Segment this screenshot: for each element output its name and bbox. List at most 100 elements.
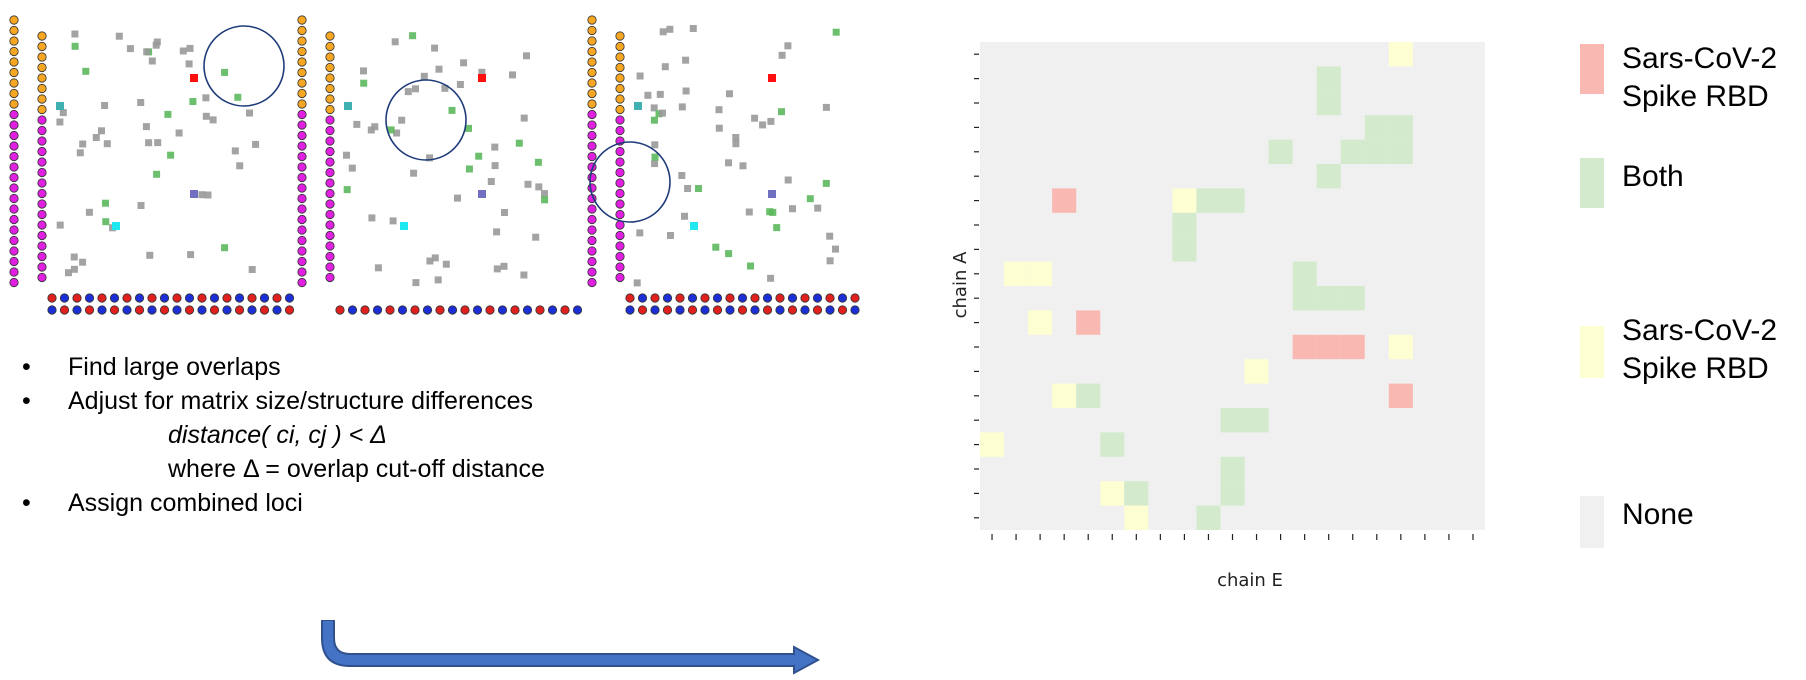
legend-label-sars2: Sars-CoV-2 Spike RBD <box>1622 312 1777 388</box>
contact-marker <box>656 90 664 98</box>
contact-marker <box>650 104 658 112</box>
locus-marker <box>184 305 195 315</box>
locus-marker <box>615 41 625 52</box>
heatmap-cell-both <box>1124 481 1149 506</box>
locus-marker <box>297 235 307 246</box>
bullet-text-adjust: Adjust for matrix size/structure differe… <box>68 387 533 415</box>
contact-marker <box>409 32 417 40</box>
heatmap-cell-both <box>1340 139 1365 164</box>
legend-label-line: Both <box>1622 160 1684 193</box>
contact-marker <box>695 185 702 192</box>
contact-marker <box>187 251 195 259</box>
locus-marker <box>297 162 307 172</box>
contact-marker <box>832 28 840 36</box>
contact-marker <box>633 279 641 287</box>
locus-marker <box>587 204 597 214</box>
contact-marker <box>532 233 540 241</box>
locus-marker <box>497 305 508 315</box>
locus-marker <box>9 267 19 277</box>
locus-marker <box>222 305 232 315</box>
contact-marker <box>822 179 830 187</box>
locus-marker <box>650 305 660 315</box>
locus-marker <box>587 214 597 225</box>
contact-marker <box>751 114 759 122</box>
heatmap-legend: Sars-CoV-2 Spike RBD Both Sars-CoV-2 Spike R… <box>1580 40 1806 560</box>
locus-marker <box>615 262 625 272</box>
contact-marker <box>747 262 754 270</box>
locus-marker <box>37 209 47 220</box>
locus-marker <box>325 115 335 125</box>
contact-marker <box>56 221 64 229</box>
legend-label-none: None <box>1622 496 1694 534</box>
contact-marker <box>435 65 443 73</box>
locus-marker <box>259 305 270 315</box>
locus-marker <box>297 151 307 162</box>
locus-marker <box>297 25 307 36</box>
locus-marker <box>297 15 307 25</box>
locus-marker <box>259 293 270 303</box>
locus-marker <box>800 293 810 303</box>
locus-marker <box>325 157 335 167</box>
locus-marker <box>297 99 307 109</box>
locus-marker <box>587 183 597 193</box>
contact-marker <box>678 172 686 179</box>
locus-marker <box>675 293 685 303</box>
locus-marker <box>297 246 307 256</box>
locus-marker <box>9 15 19 25</box>
contact-marker <box>186 44 194 52</box>
contact-marker <box>487 178 495 185</box>
highlight-circle <box>203 25 285 107</box>
contact-marker <box>70 253 78 261</box>
locus-marker <box>297 130 307 141</box>
locus-marker <box>325 230 335 241</box>
locus-marker <box>775 305 785 315</box>
contact-marker <box>103 140 111 148</box>
contact-marker <box>682 87 690 95</box>
bullet-marker: • <box>22 387 31 415</box>
locus-marker <box>297 109 307 120</box>
locus-marker <box>712 293 723 303</box>
contact-marker <box>115 32 123 40</box>
locus-marker <box>37 52 47 62</box>
contact-marker <box>523 52 530 60</box>
contact-marker <box>726 90 733 98</box>
locus-marker <box>284 293 295 303</box>
contact-marker <box>389 217 397 225</box>
formula-where-text: where Δ = overlap cut-off distance <box>168 455 545 483</box>
contact-marker <box>175 129 183 137</box>
locus-marker <box>615 73 625 83</box>
locus-marker <box>37 62 47 73</box>
locus-marker <box>37 41 47 52</box>
locus-marker <box>109 305 120 315</box>
locus-marker <box>209 305 220 315</box>
locus-marker <box>9 277 19 288</box>
contact-marker <box>56 102 64 110</box>
locus-marker <box>297 120 307 130</box>
locus-marker <box>587 78 597 88</box>
heatmap-cell-sars2 <box>1052 383 1077 408</box>
contact-marker <box>146 251 154 259</box>
locus-marker <box>37 188 47 199</box>
highlight-circle <box>589 141 671 223</box>
heatmap-cell-both <box>1268 139 1293 164</box>
locus-marker <box>762 305 773 315</box>
heatmap-cell-sars2 <box>1388 334 1413 360</box>
locus-marker <box>587 36 597 46</box>
locus-marker <box>9 88 19 99</box>
locus-marker <box>37 167 47 178</box>
heatmap-cell-sars2 <box>1172 188 1197 213</box>
locus-marker <box>9 162 19 172</box>
locus-marker <box>325 125 335 136</box>
contact-marker <box>682 56 690 64</box>
locus-marker <box>272 305 282 315</box>
locus-marker <box>109 293 120 303</box>
locus-marker <box>615 94 625 104</box>
locus-marker <box>737 305 748 315</box>
contact-map-panels <box>9 15 860 315</box>
locus-marker <box>297 36 307 46</box>
heatmap-cell-both <box>1316 90 1341 116</box>
contact-marker <box>431 44 439 52</box>
locus-marker <box>9 204 19 214</box>
contact-marker <box>768 74 776 82</box>
contact-marker <box>167 151 175 159</box>
